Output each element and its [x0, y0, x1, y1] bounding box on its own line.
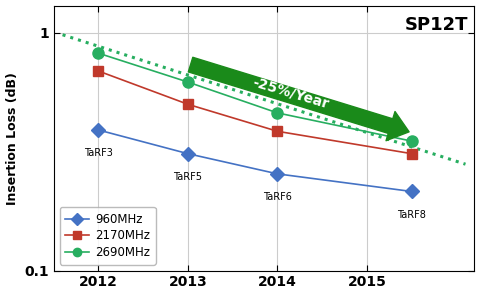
Text: -25%/Year: -25%/Year [251, 75, 331, 111]
Y-axis label: Insertion Loss (dB): Insertion Loss (dB) [6, 72, 19, 204]
FancyArrowPatch shape [188, 57, 409, 141]
Text: TaRF3: TaRF3 [84, 148, 113, 158]
Text: TaRF6: TaRF6 [263, 192, 292, 202]
Text: TaRF8: TaRF8 [397, 209, 426, 219]
Text: SP12T: SP12T [405, 16, 468, 34]
Text: TaRF5: TaRF5 [173, 172, 203, 182]
Legend: 960MHz, 2170MHz, 2690MHz: 960MHz, 2170MHz, 2690MHz [60, 207, 156, 265]
